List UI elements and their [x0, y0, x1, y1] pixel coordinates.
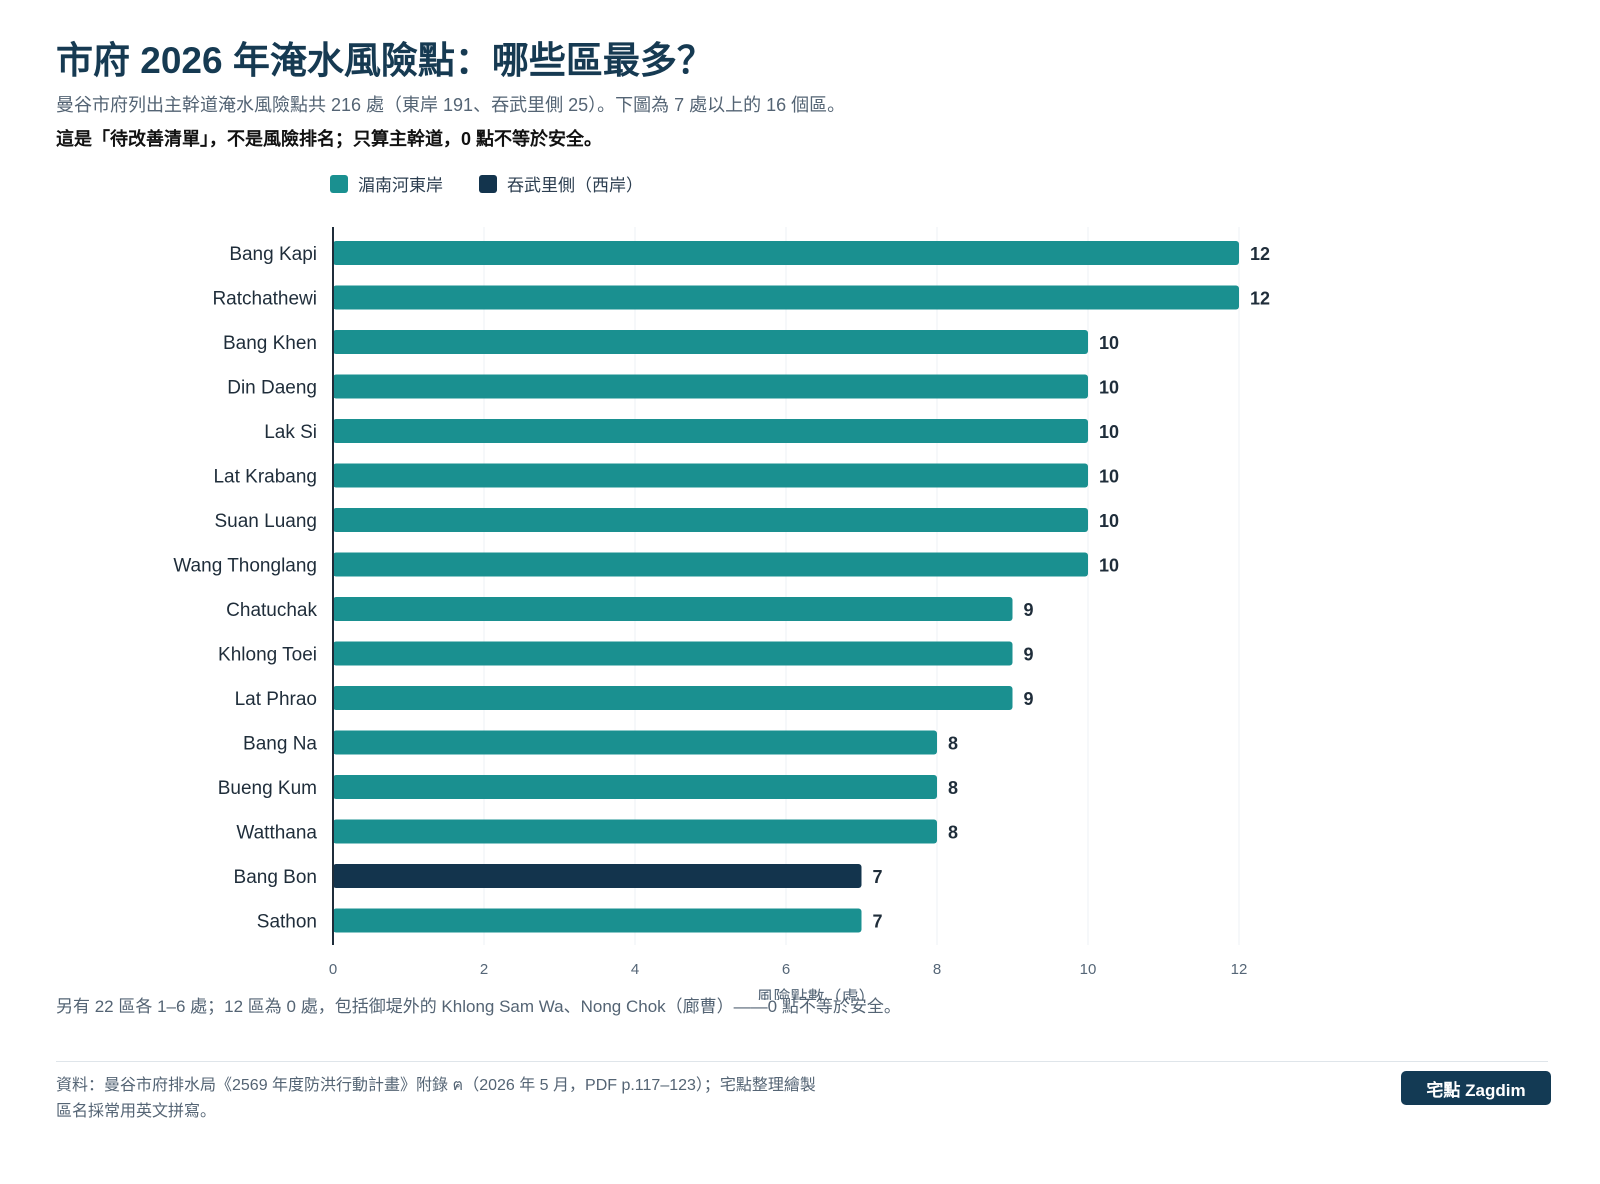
data-label: 7: [873, 867, 883, 887]
data-label: 10: [1099, 333, 1119, 353]
category-label: Lat Phrao: [235, 689, 317, 710]
x-tick-label: 10: [1080, 961, 1097, 978]
chart-footnote: 另有 22 區各 1–6 處；12 區為 0 處，包括御堤外的 Khlong S…: [56, 997, 901, 1016]
data-label: 10: [1099, 511, 1119, 531]
bar: [333, 552, 1088, 577]
data-label: 12: [1250, 289, 1270, 309]
data-label: 10: [1099, 422, 1119, 442]
data-label: 7: [873, 912, 883, 932]
category-label: Watthana: [236, 823, 317, 844]
x-tick-label: 8: [933, 961, 941, 978]
bar: [333, 285, 1239, 310]
bar: [333, 908, 862, 933]
divider: [56, 1061, 1548, 1062]
category-label: Chatuchak: [226, 600, 317, 621]
bar: [333, 686, 1013, 710]
chart-note: 這是「待改善清單」，不是風險排名；只算主幹道，0 點不等於安全。: [56, 129, 603, 149]
bar: [333, 419, 1088, 443]
chart-subtitle: 曼谷市府列出主幹道淹水風險點共 216 處（東岸 191、吞武里側 25）。下圖…: [56, 95, 846, 115]
bar: [333, 463, 1088, 488]
x-tick-label: 6: [782, 961, 790, 978]
data-label: 9: [1024, 645, 1034, 665]
category-label: Suan Luang: [215, 511, 318, 532]
data-label: 10: [1099, 467, 1119, 487]
data-label: 8: [948, 734, 958, 754]
x-tick-label: 2: [480, 961, 488, 978]
bar-chart: Bang Kapi 12 Ratchathewi 12 Bang Khen 10 Din D…: [173, 227, 1270, 1000]
bar: [333, 641, 1013, 666]
category-label: Ratchathewi: [212, 289, 317, 310]
bar: [333, 597, 1013, 621]
category-label: Lat Krabang: [213, 467, 317, 488]
legend: 湄南河東岸 吞武里側（西岸）: [330, 171, 643, 196]
data-label: 8: [948, 823, 958, 843]
category-label: Bang Bon: [234, 867, 317, 888]
x-axis-title: 風險點數（處）: [757, 988, 876, 1000]
bar: [333, 374, 1088, 399]
category-label: Din Daeng: [227, 378, 317, 399]
bar: [333, 864, 862, 888]
x-tick-label: 12: [1231, 961, 1248, 978]
data-label: 10: [1099, 378, 1119, 398]
data-label: 8: [948, 778, 958, 798]
category-label: Wang Thonglang: [173, 556, 317, 577]
category-label: Lak Si: [264, 422, 317, 443]
x-tick-label: 0: [329, 961, 337, 978]
legend-swatch-west: [479, 174, 497, 193]
legend-label-east: 湄南河東岸: [358, 176, 443, 195]
source-line-1: 資料：曼谷市府排水局《2569 年度防洪行動計畫》附錄 ฅ（2026 年 5 月…: [56, 1077, 816, 1094]
data-label: 10: [1099, 556, 1119, 576]
chart-title: 市府 2026 年淹水風險點：哪些區最多？: [56, 40, 714, 81]
data-label: 12: [1250, 244, 1270, 264]
legend-item-west: 吞武里側（西岸）: [479, 171, 643, 196]
source-line-2: 區名採常用英文拼寫。: [56, 1103, 217, 1120]
category-label: Sathon: [257, 912, 317, 933]
bar: [333, 330, 1088, 354]
bar: [333, 819, 937, 844]
category-label: Bang Kapi: [229, 244, 317, 265]
legend-item-east: 湄南河東岸: [330, 171, 443, 196]
category-label: Bueng Kum: [218, 778, 317, 799]
category-label: Khlong Toei: [218, 645, 317, 666]
source-note: 資料：曼谷市府排水局《2569 年度防洪行動計畫》附錄 ฅ（2026 年 5 月…: [56, 1073, 816, 1125]
data-label: 9: [1024, 689, 1034, 709]
x-tick-label: 4: [631, 961, 639, 978]
legend-swatch-east: [330, 174, 348, 193]
bar: [333, 730, 937, 755]
legend-label-west: 吞武里側（西岸）: [507, 176, 643, 195]
brand-badge: 宅點 Zagdim: [1401, 1071, 1551, 1105]
data-label: 9: [1024, 600, 1034, 620]
category-label: Bang Khen: [223, 333, 317, 354]
bar: [333, 775, 937, 799]
category-label: Bang Na: [243, 734, 317, 755]
bar: [333, 241, 1239, 265]
bar: [333, 508, 1088, 532]
